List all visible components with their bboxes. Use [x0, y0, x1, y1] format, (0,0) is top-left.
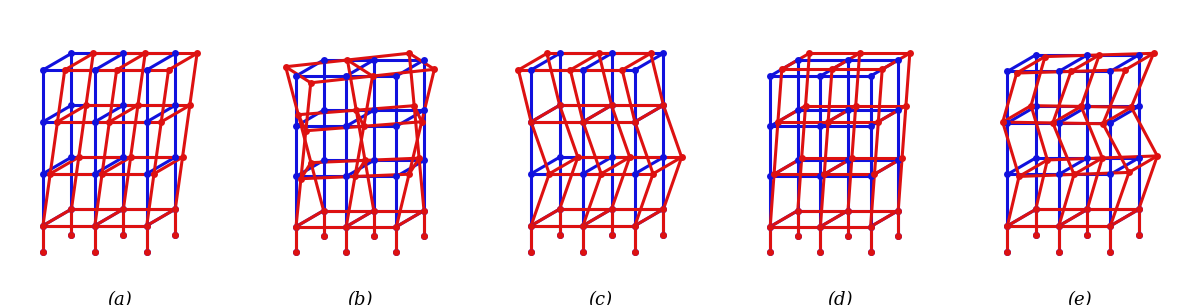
- Text: (b): (b): [347, 291, 373, 305]
- Text: (e): (e): [1068, 291, 1092, 305]
- Text: (a): (a): [108, 291, 132, 305]
- Text: (d): (d): [827, 291, 853, 305]
- Text: (c): (c): [588, 291, 612, 305]
